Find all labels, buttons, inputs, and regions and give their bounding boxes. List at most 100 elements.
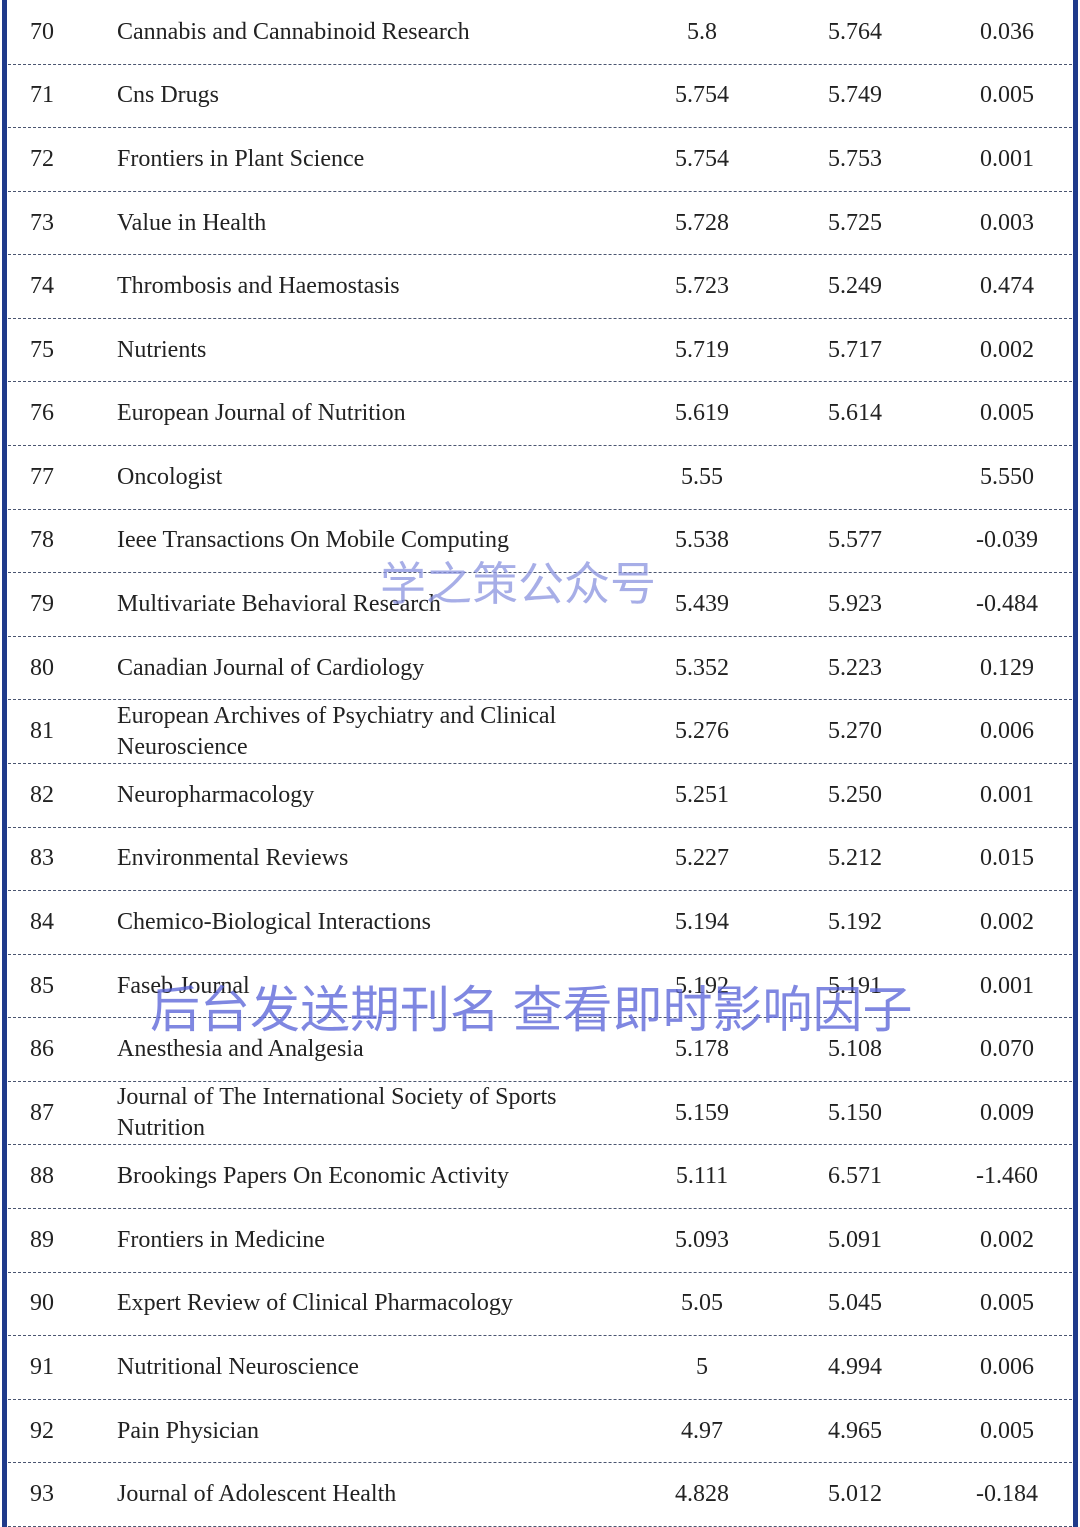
watermark: 后台发送期刊名 查看即时影响因子: [150, 982, 913, 1038]
value: 5.150: [828, 1099, 882, 1126]
difference: 0.002: [980, 336, 1034, 363]
difference: 0.070: [980, 1036, 1034, 1063]
table-row: 85 Faseb Journal 5.192 5.191 0.001: [8, 955, 1072, 1019]
right-border: [1073, 0, 1078, 1527]
difference: 0.002: [980, 908, 1034, 935]
value: 5.111: [675, 1163, 729, 1190]
rank: 91: [30, 1354, 54, 1381]
rank: 83: [30, 845, 54, 872]
journal-name: Brookings Papers On Economic Activity: [117, 1163, 509, 1190]
difference: 0.001: [980, 145, 1034, 172]
rank: 86: [30, 1036, 54, 1063]
table-row: 71 Cns Drugs 5.754 5.749 0.005: [8, 65, 1072, 129]
difference: 0.129: [980, 654, 1034, 681]
difference: 0.005: [980, 400, 1034, 427]
journal-name: Cns Drugs: [117, 82, 220, 109]
rank: 70: [30, 18, 54, 45]
journal-name: Nutritional Neuroscience: [117, 1354, 359, 1381]
rank: 73: [30, 209, 54, 236]
difference: 0.474: [980, 273, 1034, 300]
difference: -0.039: [976, 527, 1038, 554]
table-row: 80 Canadian Journal of Cardiology 5.352 5.2…: [8, 637, 1072, 701]
rank: 85: [30, 972, 54, 999]
value: 5.270: [828, 718, 882, 745]
table-row: 81 European Archives of Psychiatry and Cl…: [8, 700, 1072, 764]
difference: 0.005: [980, 1290, 1034, 1317]
value: 5.227: [675, 845, 729, 872]
value: 5.923: [828, 591, 882, 618]
table-row: 93 Journal of Adolescent Health 4.828 5.012…: [8, 1463, 1072, 1527]
table-row: 73 Value in Health 5.728 5.725 0.003: [8, 192, 1072, 256]
difference: 0.036: [980, 18, 1034, 45]
value: 5.352: [675, 654, 729, 681]
value: 4.828: [675, 1481, 729, 1508]
journal-name: Frontiers in Medicine: [117, 1226, 325, 1253]
journal-name: Journal of Adolescent Health: [117, 1481, 397, 1508]
table-row: 88 Brookings Papers On Economic Activity 5…: [8, 1146, 1072, 1210]
value: 5.725: [828, 209, 882, 236]
journal-name: European Archives of Psychiatry and Clin…: [117, 702, 557, 760]
table-row: 87 Journal of The International Society o…: [8, 1082, 1072, 1146]
value: 6.571: [828, 1163, 882, 1190]
value: 5: [696, 1354, 708, 1381]
difference: 0.005: [980, 1417, 1034, 1444]
value: 5.577: [828, 527, 882, 554]
rank: 81: [30, 718, 54, 745]
journal-name: Pain Physician: [117, 1417, 259, 1444]
journal-name: Neuropharmacology: [117, 781, 315, 808]
value: 5.194: [675, 908, 729, 935]
rank: 78: [30, 527, 54, 554]
difference: 0.009: [980, 1099, 1034, 1126]
difference: 0.001: [980, 972, 1034, 999]
rank: 80: [30, 654, 54, 681]
value: 5.764: [828, 18, 882, 45]
value: 4.97: [681, 1417, 723, 1444]
table-row: 76 European Journal of Nutrition 5.619 5.61…: [8, 383, 1072, 447]
rank: 90: [30, 1290, 54, 1317]
value: 5.8: [687, 18, 717, 45]
rank: 93: [30, 1481, 54, 1508]
table-row: 70 Cannabis and Cannabinoid Research 5.8 5.…: [8, 1, 1072, 65]
value: 5.723: [675, 273, 729, 300]
value: 5.191: [828, 972, 882, 999]
table-row: 75 Nutrients 5.719 5.717 0.002: [8, 319, 1072, 383]
rank: 71: [30, 82, 54, 109]
table-row: 82 Neuropharmacology 5.251 5.250 0.001: [8, 764, 1072, 828]
value: 5.753: [828, 145, 882, 172]
table-row: 90 Expert Review of Clinical Pharmacology…: [8, 1273, 1072, 1337]
journal-name: Thrombosis and Haemostasis: [117, 273, 400, 300]
table-row: 83 Environmental Reviews 5.227 5.212 0.015: [8, 828, 1072, 892]
value: 5.538: [675, 527, 729, 554]
value: 5.619: [675, 400, 729, 427]
rank: 77: [30, 463, 54, 490]
value: 5.012: [828, 1481, 882, 1508]
difference: -0.184: [976, 1481, 1038, 1508]
table-row: 92 Pain Physician 4.97 4.965 0.005: [8, 1400, 1072, 1464]
difference: 0.005: [980, 82, 1034, 109]
journal-name: Environmental Reviews: [117, 845, 349, 872]
difference: 5.550: [980, 463, 1034, 490]
value: 5.719: [675, 336, 729, 363]
value: 5.717: [828, 336, 882, 363]
difference: 0.006: [980, 1354, 1034, 1381]
journal-name: European Journal of Nutrition: [117, 400, 406, 427]
journal-name: Cannabis and Cannabinoid Research: [117, 18, 470, 45]
table-row: 91 Nutritional Neuroscience 5 4.994 0.006: [8, 1336, 1072, 1400]
rank: 76: [30, 400, 54, 427]
journal-name: Value in Health: [117, 209, 267, 236]
value: 5.108: [828, 1036, 882, 1063]
value: 5.192: [675, 972, 729, 999]
journal-name: Canadian Journal of Cardiology: [117, 654, 425, 681]
value: 5.754: [675, 82, 729, 109]
rank: 79: [30, 591, 54, 618]
rank: 88: [30, 1163, 54, 1190]
rank: 72: [30, 145, 54, 172]
value: 5.754: [675, 145, 729, 172]
difference: 0.001: [980, 781, 1034, 808]
table-row: 79 Multivariate Behavioral Research 5.439 5…: [8, 573, 1072, 637]
value: 5.249: [828, 273, 882, 300]
table-row: 78 Ieee Transactions On Mobile Computing 5…: [8, 510, 1072, 574]
difference: -0.484: [976, 591, 1038, 618]
